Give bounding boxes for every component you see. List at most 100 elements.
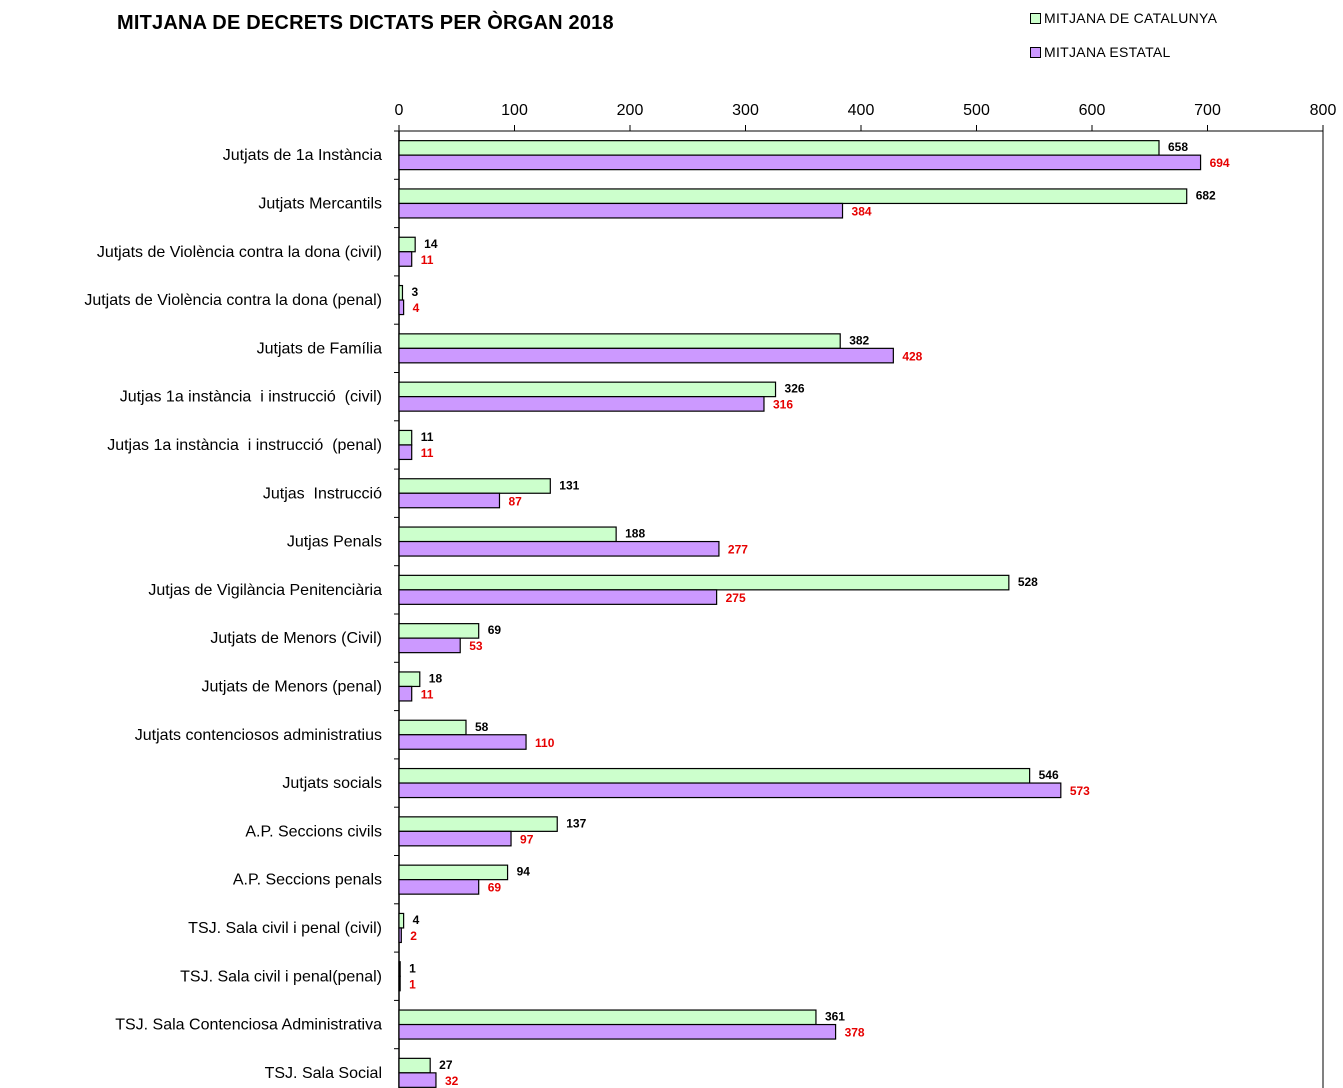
- category-label: Jutjas de Vigilància Penitenciària: [148, 582, 382, 599]
- data-label-estatal: 316: [773, 398, 793, 412]
- category-label: Jutjats de 1a Instància: [223, 147, 382, 164]
- bar-estatal: [398, 975, 401, 992]
- bar-catalunya: [398, 478, 551, 494]
- bar-estatal: [398, 782, 1062, 799]
- bar-estatal: [398, 202, 844, 219]
- category-label: Jutjats de Menors (Civil): [210, 630, 382, 647]
- data-label-catalunya: 69: [488, 623, 502, 637]
- data-label-catalunya: 18: [429, 671, 443, 685]
- category-label: A.P. Seccions civils: [245, 823, 382, 840]
- x-tick-label: 0: [395, 102, 404, 119]
- bars: [398, 140, 1202, 1088]
- bar-catalunya: [398, 429, 413, 446]
- data-label-estatal: 1: [409, 977, 416, 991]
- data-labels: 6586946823841411343824283263161111131871…: [409, 140, 1230, 1088]
- bar-estatal: [398, 396, 765, 412]
- bar-estatal: [398, 251, 413, 267]
- data-label-estatal: 11: [421, 687, 434, 701]
- data-label-estatal: 97: [520, 832, 534, 846]
- data-label-catalunya: 1: [409, 961, 416, 975]
- bar-catalunya: [398, 381, 777, 398]
- bar-estatal: [398, 1023, 837, 1040]
- bar-estatal: [398, 154, 1202, 171]
- bar-catalunya: [398, 767, 1031, 784]
- bar-catalunya: [398, 188, 1188, 205]
- bar-catalunya: [398, 284, 404, 301]
- data-label-catalunya: 137: [566, 816, 586, 830]
- x-tick-label: 700: [1194, 102, 1221, 119]
- category-label: Jutjats de Violència contra la dona (pen…: [84, 292, 382, 309]
- chart-title: MITJANA DE DECRETS DICTATS PER ÒRGAN 201…: [117, 12, 614, 34]
- bar-estatal: [398, 734, 527, 750]
- category-label: Jutjats de Família: [257, 340, 382, 357]
- category-label: TSJ. Sala civil i penal(penal): [180, 968, 382, 985]
- bar-estatal: [398, 927, 402, 944]
- x-axis-ticks: 0 100 200 300 400 500 600 700 800: [394, 102, 1337, 1050]
- x-tick-label: 300: [732, 102, 759, 119]
- x-tick-label: 100: [501, 102, 528, 119]
- bar-estatal: [398, 830, 512, 847]
- category-label: Jutjats socials: [282, 775, 382, 792]
- category-label: Jutjas Penals: [287, 534, 382, 551]
- legend-swatch-catalunya: [1030, 12, 1041, 24]
- data-label-catalunya: 546: [1039, 768, 1059, 782]
- bar-estatal: [398, 589, 718, 605]
- bar-catalunya: [398, 1009, 817, 1026]
- bar-estatal: [398, 444, 413, 461]
- bar-catalunya: [398, 526, 617, 543]
- data-label-estatal: 277: [728, 543, 748, 557]
- data-label-catalunya: 188: [625, 527, 645, 541]
- data-label-catalunya: 131: [559, 478, 579, 492]
- category-label: Jutjas 1a instància i instrucció (civil): [120, 389, 382, 406]
- category-label: Jutjats contenciosos administratius: [135, 727, 382, 744]
- bar-estatal: [398, 879, 480, 895]
- bar-catalunya: [398, 574, 1010, 591]
- category-label: TSJ. Sala Social: [265, 1065, 382, 1082]
- data-label-catalunya: 361: [825, 1010, 845, 1024]
- bar-catalunya: [398, 864, 509, 881]
- data-label-estatal: 275: [726, 591, 746, 605]
- data-label-estatal: 378: [845, 1026, 865, 1040]
- bar-catalunya: [398, 719, 467, 736]
- data-label-estatal: 384: [852, 204, 872, 218]
- bar-estatal: [398, 299, 405, 316]
- bar-catalunya: [398, 140, 1160, 156]
- bar-catalunya: [398, 1057, 431, 1074]
- data-label-catalunya: 4: [413, 913, 420, 927]
- category-label: TSJ. Sala Contenciosa Administrativa: [115, 1017, 382, 1034]
- legend-item-catalunya: MITJANA DE CATALUNYA: [1030, 10, 1217, 26]
- bar-catalunya: [398, 912, 405, 929]
- bar-estatal: [398, 1072, 437, 1088]
- data-label-estatal: 53: [469, 639, 483, 653]
- category-label: A.P. Seccions penals: [233, 872, 382, 889]
- data-label-catalunya: 58: [475, 720, 489, 734]
- data-label-estatal: 428: [902, 349, 922, 363]
- legend-label-estatal: MITJANA ESTATAL: [1044, 44, 1171, 60]
- data-label-catalunya: 94: [517, 865, 531, 879]
- data-label-catalunya: 658: [1168, 140, 1188, 154]
- category-label: Jutjats Mercantils: [258, 195, 382, 212]
- data-label-estatal: 11: [421, 446, 434, 460]
- x-tick-label: 800: [1310, 102, 1337, 119]
- bar-catalunya: [398, 961, 401, 977]
- data-label-catalunya: 14: [424, 237, 438, 251]
- data-label-estatal: 110: [535, 736, 555, 750]
- category-label: Jutjas Instrucció: [263, 485, 382, 502]
- data-label-catalunya: 382: [849, 333, 869, 347]
- legend-label-catalunya: MITJANA DE CATALUNYA: [1044, 10, 1218, 26]
- bar-estatal: [398, 492, 501, 509]
- data-label-catalunya: 682: [1196, 188, 1216, 202]
- bar-catalunya: [398, 236, 416, 253]
- data-label-estatal: 87: [508, 494, 522, 508]
- bar-catalunya: [398, 623, 480, 639]
- data-label-catalunya: 326: [785, 382, 805, 396]
- category-label: Jutjats de Menors (penal): [201, 678, 382, 695]
- x-tick-label: 600: [1079, 102, 1106, 119]
- bar-estatal: [398, 637, 461, 654]
- data-label-catalunya: 27: [439, 1058, 453, 1072]
- bar-catalunya: [398, 671, 421, 688]
- data-label-estatal: 4: [413, 301, 420, 315]
- legend-item-estatal: MITJANA ESTATAL: [1030, 44, 1171, 60]
- bar-estatal: [398, 540, 720, 557]
